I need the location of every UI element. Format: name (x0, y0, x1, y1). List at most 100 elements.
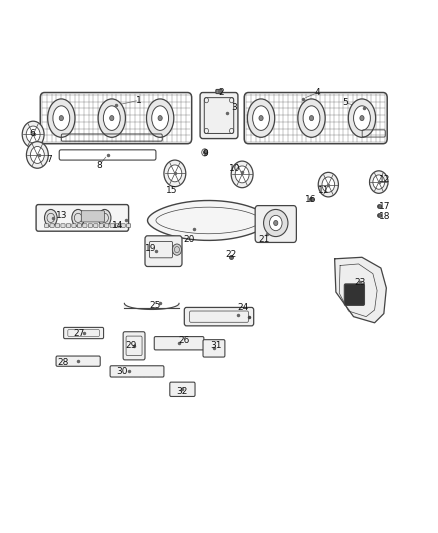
Text: 25: 25 (149, 301, 161, 310)
Text: 12: 12 (379, 175, 391, 184)
Text: 31: 31 (210, 341, 222, 350)
FancyBboxPatch shape (56, 356, 100, 366)
Ellipse shape (348, 99, 376, 138)
Text: 26: 26 (179, 336, 190, 345)
Polygon shape (335, 257, 386, 323)
Text: 23: 23 (354, 278, 366, 287)
FancyBboxPatch shape (67, 224, 71, 228)
Text: 2: 2 (218, 88, 224, 97)
Text: 1: 1 (136, 96, 142, 104)
Ellipse shape (45, 209, 57, 227)
Text: 7: 7 (46, 155, 52, 164)
Text: 30: 30 (117, 367, 128, 376)
Text: 15: 15 (166, 186, 178, 195)
Ellipse shape (264, 209, 288, 237)
Text: 18: 18 (378, 212, 390, 221)
Ellipse shape (30, 147, 44, 164)
Text: 11: 11 (318, 186, 329, 195)
Text: 17: 17 (378, 201, 390, 211)
Ellipse shape (318, 172, 339, 197)
Ellipse shape (168, 165, 182, 182)
FancyBboxPatch shape (83, 224, 87, 228)
Ellipse shape (26, 126, 40, 143)
Text: 6: 6 (29, 129, 35, 138)
Text: 8: 8 (96, 160, 102, 169)
Ellipse shape (53, 106, 70, 131)
Text: 24: 24 (238, 303, 249, 312)
Ellipse shape (152, 106, 169, 131)
FancyBboxPatch shape (110, 224, 114, 228)
FancyBboxPatch shape (216, 90, 222, 94)
Ellipse shape (48, 99, 75, 138)
Ellipse shape (269, 215, 282, 231)
Polygon shape (148, 200, 269, 240)
Polygon shape (124, 303, 179, 310)
Text: 28: 28 (58, 358, 69, 367)
Ellipse shape (373, 175, 385, 189)
Ellipse shape (172, 244, 182, 255)
FancyBboxPatch shape (127, 224, 131, 228)
FancyBboxPatch shape (344, 284, 364, 305)
Ellipse shape (235, 166, 249, 183)
FancyBboxPatch shape (105, 224, 109, 228)
Text: 14: 14 (112, 221, 123, 230)
FancyBboxPatch shape (123, 332, 145, 360)
Text: 20: 20 (183, 235, 194, 244)
FancyBboxPatch shape (81, 211, 104, 222)
Ellipse shape (247, 99, 275, 138)
Ellipse shape (146, 99, 174, 138)
FancyBboxPatch shape (77, 224, 81, 228)
Text: 21: 21 (259, 235, 270, 244)
Text: 10: 10 (229, 164, 241, 173)
FancyBboxPatch shape (145, 236, 182, 266)
Text: 16: 16 (305, 196, 316, 205)
Text: 13: 13 (56, 211, 67, 220)
Ellipse shape (253, 106, 269, 131)
FancyBboxPatch shape (56, 224, 60, 228)
FancyBboxPatch shape (50, 224, 54, 228)
Ellipse shape (164, 160, 186, 187)
Ellipse shape (274, 221, 278, 225)
Ellipse shape (59, 116, 64, 120)
FancyBboxPatch shape (45, 224, 49, 228)
Text: 9: 9 (203, 149, 208, 158)
FancyBboxPatch shape (110, 366, 164, 377)
FancyBboxPatch shape (121, 224, 125, 228)
Ellipse shape (231, 161, 253, 188)
Ellipse shape (110, 116, 114, 120)
Ellipse shape (26, 142, 48, 168)
FancyBboxPatch shape (36, 205, 129, 231)
Text: 32: 32 (177, 387, 188, 397)
Ellipse shape (303, 106, 320, 131)
FancyBboxPatch shape (154, 337, 204, 350)
Ellipse shape (22, 121, 44, 148)
Ellipse shape (98, 99, 125, 138)
Text: 22: 22 (225, 250, 237, 259)
Ellipse shape (322, 177, 335, 192)
Ellipse shape (309, 116, 314, 120)
FancyBboxPatch shape (94, 224, 98, 228)
Ellipse shape (98, 209, 111, 227)
Ellipse shape (298, 99, 325, 138)
Ellipse shape (353, 106, 371, 131)
Text: 4: 4 (315, 88, 321, 97)
FancyBboxPatch shape (203, 340, 225, 357)
FancyBboxPatch shape (72, 224, 76, 228)
Text: 5: 5 (342, 98, 348, 107)
Text: 29: 29 (125, 341, 136, 350)
FancyBboxPatch shape (99, 224, 103, 228)
FancyBboxPatch shape (88, 224, 92, 228)
Text: 19: 19 (145, 244, 157, 253)
Ellipse shape (72, 209, 85, 227)
FancyBboxPatch shape (64, 327, 103, 338)
Text: 27: 27 (74, 328, 85, 337)
Ellipse shape (259, 116, 263, 120)
Ellipse shape (103, 106, 120, 131)
FancyBboxPatch shape (116, 224, 120, 228)
FancyBboxPatch shape (255, 206, 297, 243)
Text: 3: 3 (231, 103, 237, 112)
Ellipse shape (158, 116, 162, 120)
FancyBboxPatch shape (184, 308, 254, 326)
FancyBboxPatch shape (170, 382, 195, 397)
Ellipse shape (360, 116, 364, 120)
